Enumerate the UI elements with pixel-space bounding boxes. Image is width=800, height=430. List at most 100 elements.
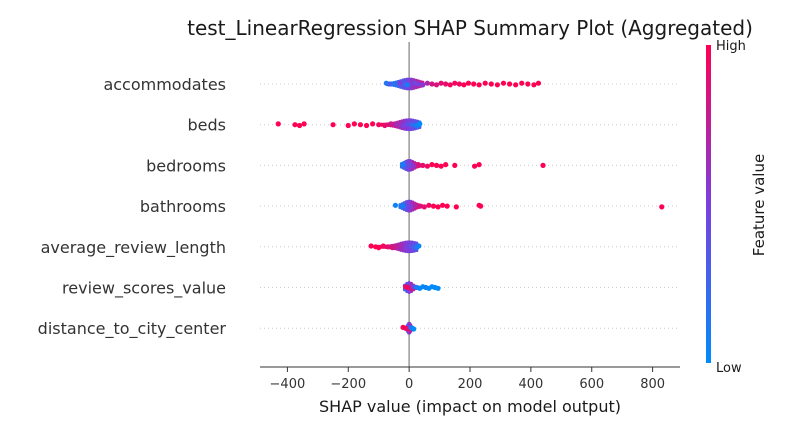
shap-point (433, 82, 440, 88)
shap-point (444, 203, 450, 209)
shap-point (424, 80, 430, 86)
shap-point (385, 244, 391, 250)
shap-point (435, 204, 441, 210)
shap-point (535, 80, 542, 86)
shap-point (438, 80, 444, 86)
shap-point (415, 81, 421, 87)
shap-point (456, 81, 462, 87)
shap-point (400, 162, 406, 168)
shap-point (420, 82, 426, 88)
shap-point (351, 121, 357, 127)
shap-point (405, 82, 411, 88)
colorbar (706, 45, 711, 363)
feature-label: distance_to_city_center (38, 319, 227, 339)
shap-point (424, 163, 430, 169)
shap-point (476, 162, 482, 168)
shap-point (471, 163, 478, 169)
shap-point (403, 245, 409, 251)
shap-point (471, 81, 477, 87)
feature-label: beds (188, 116, 227, 135)
shap-points (275, 77, 665, 335)
shap-point (482, 80, 488, 86)
colorbar-low-label: Low (716, 361, 742, 376)
shap-point (540, 162, 546, 168)
shap-point (275, 121, 281, 127)
shap-point (429, 81, 435, 87)
shap-point (430, 203, 437, 209)
shap-point (394, 122, 400, 128)
shap-point (488, 81, 494, 87)
shap-point (416, 243, 422, 249)
shap-point (659, 204, 665, 210)
shap-point (417, 121, 423, 127)
colorbar-axis-label: Feature value (750, 154, 768, 256)
x-tick-label: 400 (518, 377, 543, 392)
x-tick-label: 600 (579, 377, 604, 392)
shap-point (408, 204, 414, 210)
shap-point (465, 80, 472, 86)
shap-point (345, 122, 351, 129)
shap-point (392, 202, 399, 208)
shap-point (386, 81, 392, 87)
shap-point (447, 82, 453, 88)
x-tick-label: 200 (458, 377, 483, 392)
shap-point (411, 326, 417, 332)
shap-point (376, 245, 382, 251)
shap-point (363, 122, 370, 129)
shap-point (417, 203, 423, 209)
shap-point (525, 81, 531, 87)
shap-point (411, 163, 417, 169)
shap-point (452, 80, 458, 86)
shap-point (443, 81, 449, 87)
feature-label: bedrooms (146, 156, 226, 175)
shap-point (330, 122, 336, 128)
chart-title: test_LinearRegression SHAP Summary Plot … (187, 16, 753, 40)
shap-point (506, 81, 513, 87)
shap-point (370, 121, 376, 127)
shap-point (405, 121, 411, 127)
shap-point (440, 202, 446, 208)
colorbar-high-label: High (716, 39, 746, 54)
feature-label: average_review_length (41, 238, 226, 258)
shap-point (443, 162, 449, 168)
shap-point (380, 243, 386, 249)
x-tick-label: 800 (640, 377, 665, 392)
shap-point (438, 163, 444, 169)
shap-point (500, 80, 507, 86)
shap-point (531, 82, 537, 88)
shap-point (420, 162, 426, 168)
shap-point (368, 243, 374, 249)
shap-point (415, 162, 421, 168)
x-tick-label: 0 (405, 377, 413, 392)
shap-point (394, 243, 400, 249)
shap-point (398, 244, 405, 250)
shap-point (429, 162, 435, 168)
shap-point (435, 285, 441, 291)
shap-point (412, 202, 418, 208)
shap-point (519, 80, 525, 86)
shap-point (400, 122, 406, 129)
shap-point (453, 204, 459, 210)
shap-point (513, 82, 519, 88)
feature-gridlines (260, 83, 680, 329)
shap-point (409, 122, 415, 128)
feature-label: review_scores_value (62, 279, 226, 299)
shap-point (301, 121, 307, 127)
feature-label: bathrooms (140, 197, 226, 216)
shap-point (478, 203, 484, 209)
shap-point (461, 82, 467, 88)
x-axis-ticks: −400 −200 0 200 400 600 800 (270, 367, 665, 392)
shap-point (296, 122, 303, 129)
shap-point (433, 162, 440, 168)
shap-point (421, 204, 427, 210)
feature-labels: accommodates beds bedrooms bathrooms average… (38, 75, 227, 339)
x-tick-label: −200 (330, 377, 366, 392)
shap-point (388, 121, 394, 127)
shap-point (292, 122, 298, 128)
shap-point (382, 122, 388, 129)
shap-point (476, 82, 482, 88)
feature-label: accommodates (103, 75, 226, 94)
shap-point (426, 202, 432, 208)
x-tick-label: −400 (270, 377, 306, 392)
